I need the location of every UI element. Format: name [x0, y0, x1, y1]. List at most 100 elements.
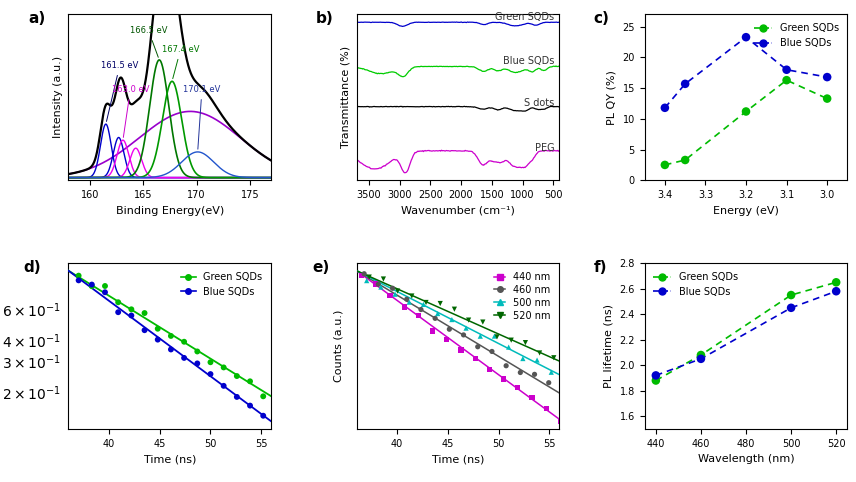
Blue SQDs — [217, 382, 230, 390]
Text: 167.4 eV: 167.4 eV — [162, 45, 199, 79]
Text: c): c) — [594, 11, 609, 26]
X-axis label: Binding Energy(eV): Binding Energy(eV) — [116, 205, 224, 215]
Text: d): d) — [24, 260, 41, 275]
Green SQDs — [124, 306, 138, 313]
Text: e): e) — [312, 260, 330, 275]
Text: Blue SQDs: Blue SQDs — [503, 56, 555, 67]
Y-axis label: Transmittance (%): Transmittance (%) — [341, 46, 351, 148]
Blue SQDs — [138, 326, 152, 334]
X-axis label: Wavelength (nm): Wavelength (nm) — [698, 454, 794, 464]
440 nm — [455, 346, 468, 354]
Text: 166.5 eV: 166.5 eV — [130, 26, 167, 57]
Blue SQDs — [230, 393, 244, 401]
440 nm — [440, 336, 454, 344]
Point — [784, 291, 798, 299]
500 nm — [459, 324, 473, 332]
Text: 170.1 eV: 170.1 eV — [183, 85, 221, 149]
460 nm — [386, 284, 400, 292]
Point — [780, 66, 794, 74]
440 nm — [496, 375, 510, 383]
440 nm — [511, 384, 525, 392]
Green SQDs — [243, 377, 257, 385]
500 nm — [544, 368, 558, 376]
Point — [820, 95, 834, 103]
520 nm — [390, 287, 404, 295]
Point — [678, 80, 692, 88]
500 nm — [360, 277, 373, 284]
Point — [658, 161, 672, 169]
500 nm — [530, 356, 544, 364]
520 nm — [461, 316, 475, 324]
520 nm — [547, 354, 561, 362]
Y-axis label: Intensity (a.u.): Intensity (a.u.) — [53, 56, 63, 138]
Blue SQDs — [72, 277, 86, 284]
Point — [694, 351, 708, 359]
Legend: Green SQDs, Blue SQDs: Green SQDs, Blue SQDs — [751, 19, 842, 52]
X-axis label: Wavenumber (cm⁻¹): Wavenumber (cm⁻¹) — [401, 205, 515, 215]
Green SQDs — [151, 325, 164, 333]
Blue SQDs — [190, 360, 204, 367]
Blue SQDs — [164, 346, 178, 353]
500 nm — [389, 290, 402, 298]
Text: S dots: S dots — [524, 98, 555, 108]
440 nm — [383, 292, 397, 299]
Green SQDs — [164, 332, 178, 340]
Text: f): f) — [594, 260, 608, 275]
520 nm — [433, 300, 447, 308]
Point — [829, 287, 843, 295]
Point — [678, 156, 692, 164]
Point — [820, 73, 834, 81]
X-axis label: Time (ns): Time (ns) — [431, 454, 484, 464]
460 nm — [357, 270, 371, 278]
520 nm — [519, 339, 532, 347]
500 nm — [473, 332, 487, 340]
440 nm — [468, 355, 482, 362]
Blue SQDs — [85, 281, 98, 288]
Green SQDs — [217, 363, 230, 371]
520 nm — [419, 299, 433, 307]
Blue SQDs — [124, 312, 138, 320]
Text: 163.0 eV: 163.0 eV — [111, 85, 149, 137]
X-axis label: Time (ns): Time (ns) — [144, 454, 196, 464]
460 nm — [514, 369, 527, 376]
460 nm — [485, 348, 499, 355]
Green SQDs — [177, 338, 191, 346]
Blue SQDs — [151, 336, 164, 344]
Point — [780, 76, 794, 84]
520 nm — [504, 336, 518, 344]
Text: b): b) — [316, 11, 334, 26]
Point — [740, 33, 753, 41]
Blue SQDs — [98, 288, 112, 296]
520 nm — [476, 318, 490, 326]
Legend: Green SQDs, Blue SQDs: Green SQDs, Blue SQDs — [177, 268, 266, 301]
Point — [740, 107, 753, 115]
Green SQDs — [85, 282, 98, 290]
Point — [649, 376, 663, 384]
Green SQDs — [111, 298, 125, 306]
520 nm — [532, 349, 546, 357]
Point — [829, 279, 843, 286]
440 nm — [425, 327, 439, 335]
440 nm — [483, 365, 496, 373]
Legend: 440 nm, 460 nm, 500 nm, 520 nm: 440 nm, 460 nm, 500 nm, 520 nm — [490, 268, 555, 324]
Green SQDs — [204, 359, 217, 366]
500 nm — [374, 283, 388, 291]
520 nm — [405, 292, 419, 300]
440 nm — [554, 417, 568, 425]
460 nm — [414, 306, 428, 313]
520 nm — [377, 275, 390, 283]
500 nm — [488, 332, 502, 340]
Text: PEG: PEG — [535, 143, 555, 153]
Text: 161.5 eV: 161.5 eV — [101, 61, 139, 121]
Point — [658, 104, 672, 112]
500 nm — [431, 310, 444, 318]
440 nm — [354, 271, 368, 279]
Green SQDs — [98, 282, 112, 290]
460 nm — [443, 325, 456, 333]
Green SQDs — [190, 348, 204, 355]
Blue SQDs — [243, 402, 257, 410]
Blue SQDs — [204, 370, 217, 378]
460 nm — [499, 362, 513, 370]
500 nm — [417, 301, 431, 308]
Point — [649, 372, 663, 379]
